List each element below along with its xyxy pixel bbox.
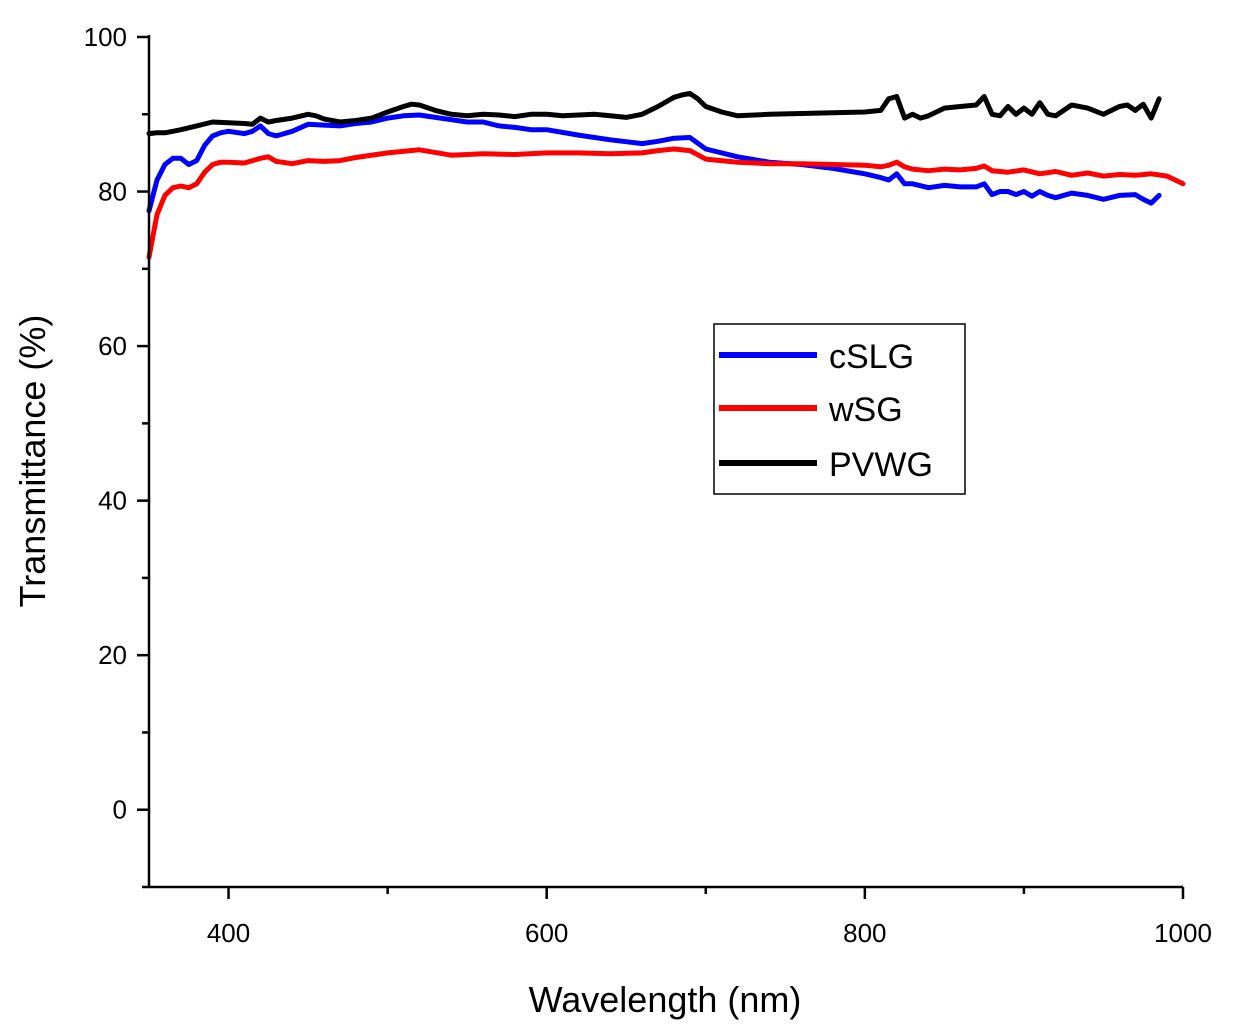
y-tick-label: 80 (98, 177, 127, 207)
y-tick-label: 0 (113, 795, 127, 825)
x-tick-label: 600 (525, 918, 568, 948)
x-tick-label: 800 (843, 918, 886, 948)
axes (137, 35, 1185, 899)
x-tick-label: 400 (207, 918, 250, 948)
series-line-cslg (146, 112, 1162, 214)
x-tick-label: 1000 (1154, 918, 1212, 948)
legend-label-cslg: cSLG (829, 338, 914, 376)
plot-lines (146, 90, 1186, 260)
series-line-pvwg (146, 90, 1162, 137)
legend: cSLG wSG PVWG (713, 323, 966, 495)
legend-label-pvwg: PVWG (829, 446, 933, 484)
x-axis-title: Wavelength (nm) (529, 979, 802, 1020)
y-tick-label: 100 (84, 22, 127, 52)
tick-labels: 0 20 40 60 80 100 400 600 800 1000 (84, 22, 1212, 948)
y-axis-title: Transmittance (%) (12, 315, 53, 608)
series-line-wsg (146, 146, 1186, 260)
y-tick-label: 40 (98, 486, 127, 516)
legend-label-wsg: wSG (828, 391, 903, 429)
y-tick-label: 20 (98, 640, 127, 670)
y-tick-label: 60 (98, 331, 127, 361)
